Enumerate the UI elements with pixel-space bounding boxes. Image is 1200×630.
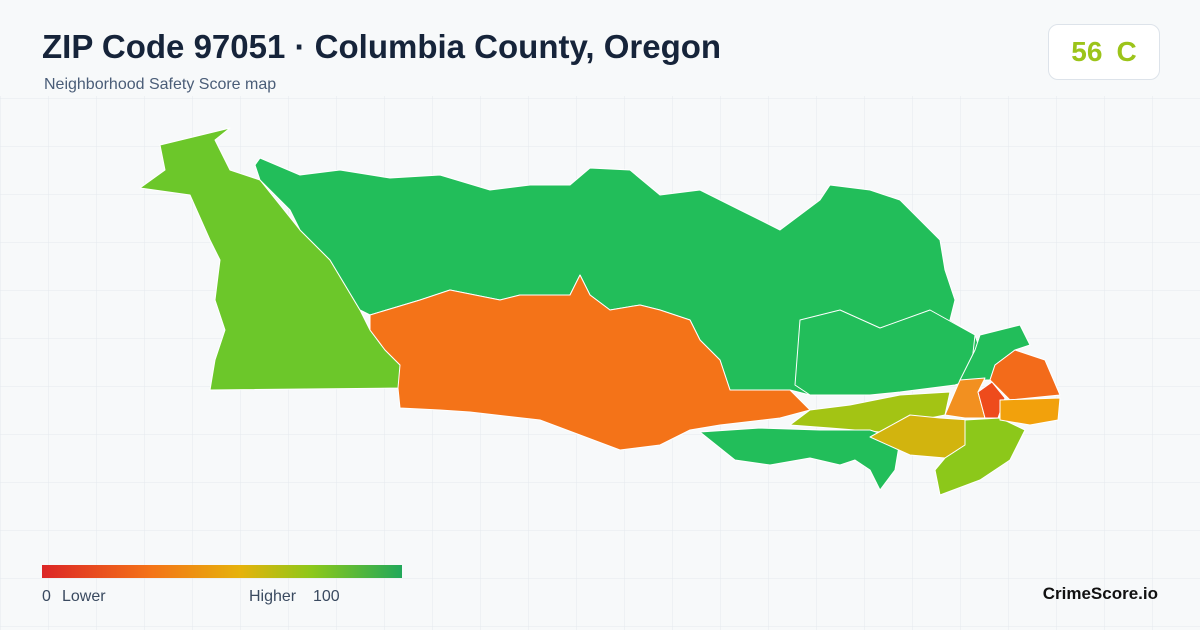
region	[989, 349, 1061, 401]
legend-min-label: Lower	[62, 588, 106, 605]
grade: C	[1116, 36, 1137, 67]
legend-min: 0	[42, 588, 51, 605]
brand: CrimeScore.io	[1042, 584, 1158, 603]
legend-bar	[42, 565, 402, 578]
legend-max-label: Higher	[249, 588, 297, 605]
score: 56	[1071, 36, 1103, 67]
region	[369, 274, 811, 451]
region	[934, 417, 1026, 496]
score-badge: 56 C	[1048, 24, 1160, 80]
subtitle: Neighborhood Safety Score map	[44, 76, 277, 93]
title: ZIP Code 97051 · Columbia County, Oregon	[42, 28, 722, 65]
region	[999, 397, 1061, 426]
region	[699, 427, 901, 491]
regions	[139, 127, 1061, 496]
legend-max: 100	[313, 588, 340, 605]
